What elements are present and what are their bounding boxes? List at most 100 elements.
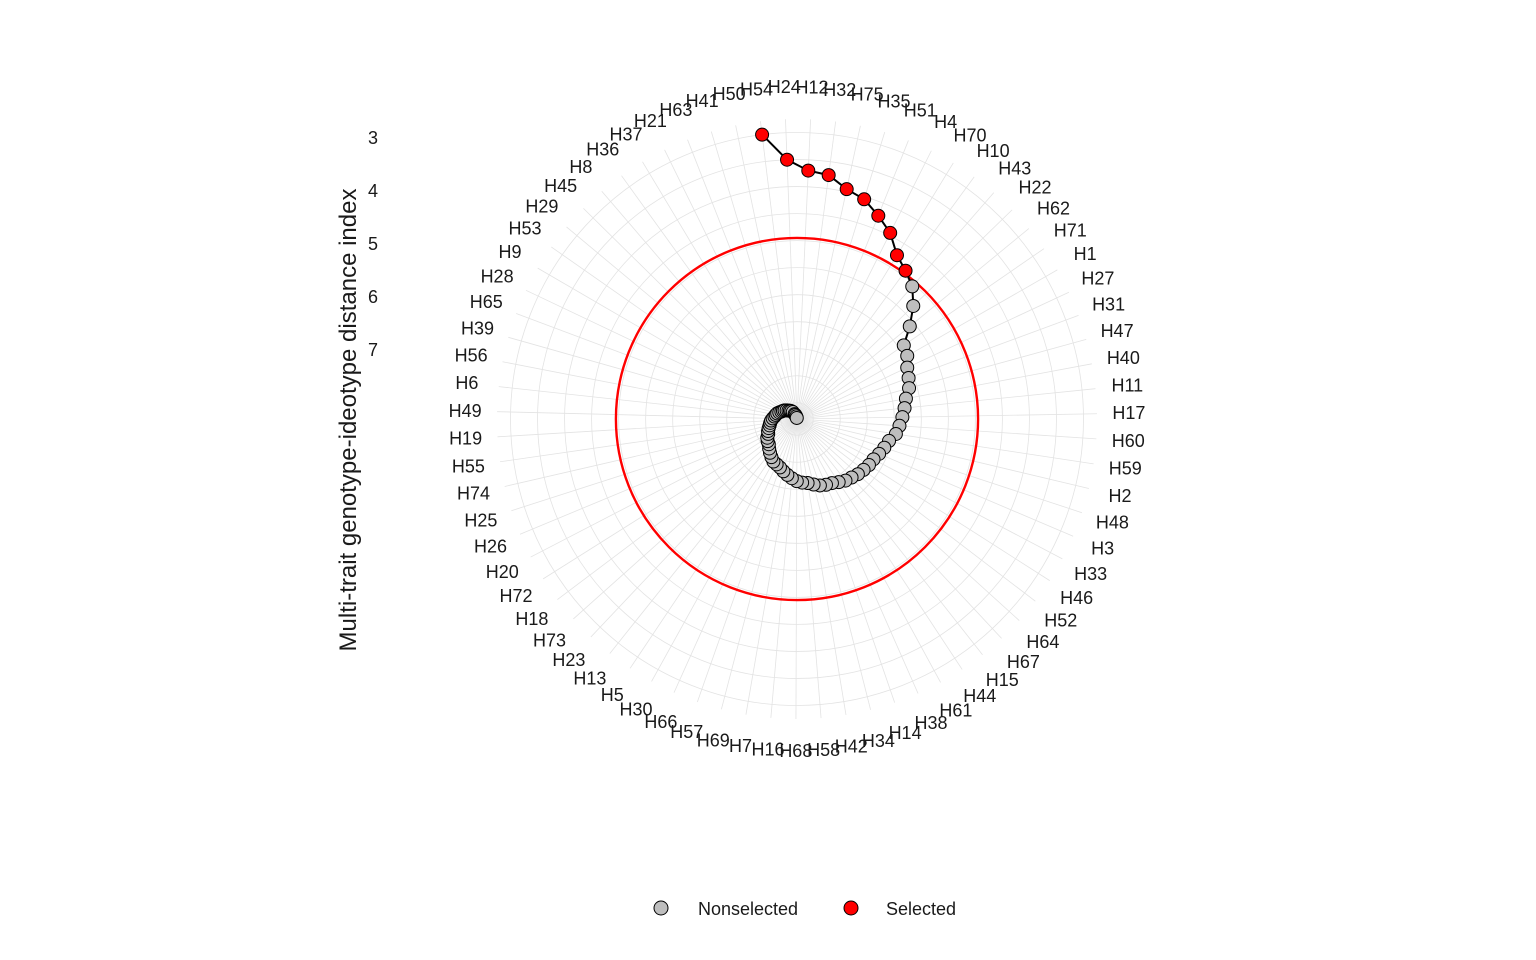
grid-spoke: [642, 161, 798, 420]
genotype-label: H42: [835, 737, 868, 757]
genotype-label: H24: [768, 77, 801, 97]
grid-spoke: [796, 418, 941, 683]
genotype-label: H55: [452, 456, 485, 476]
grid-spoke: [796, 176, 975, 420]
genotype-label: H44: [963, 686, 996, 706]
genotype-label: H29: [525, 196, 558, 216]
legend: Nonselected Selected: [653, 899, 956, 919]
genotype-label: H7: [729, 736, 752, 756]
genotype-label: H46: [1060, 588, 1093, 608]
radius-tick-label: 4: [368, 181, 378, 201]
genotype-label: H33: [1074, 564, 1107, 584]
radius-tick-label: 6: [368, 287, 378, 307]
grid-spoke: [796, 418, 1097, 440]
genotype-label: H75: [851, 84, 884, 104]
genotype-label: H43: [998, 158, 1031, 178]
grid-spoke: [785, 119, 798, 420]
genotype-label: H74: [457, 484, 490, 504]
genotype-label: H16: [752, 740, 785, 760]
polar-grid: [497, 119, 1097, 719]
grid-spoke: [796, 315, 1079, 420]
genotype-label: H56: [455, 346, 488, 366]
grid-spoke: [537, 267, 798, 420]
radius-tick-label: 3: [368, 128, 378, 148]
grid-ring: [618, 240, 976, 598]
genotype-label: H5: [601, 685, 624, 705]
grid-spoke: [735, 125, 798, 420]
grid-spoke: [796, 248, 1045, 420]
grid-spoke: [796, 418, 1074, 537]
grid-spoke: [664, 149, 798, 420]
grid-spoke: [687, 139, 798, 420]
grid-spoke: [796, 269, 1058, 420]
genotype-label: H22: [1018, 178, 1051, 198]
grid-spoke: [796, 418, 919, 694]
grid-spoke: [796, 418, 1063, 560]
grid-spoke: [511, 418, 798, 512]
genotype-label: H13: [573, 668, 606, 688]
grid-spoke: [796, 418, 847, 716]
grid-ring: [591, 213, 1003, 625]
genotype-label: H50: [713, 84, 746, 104]
genotype-label: H66: [644, 712, 677, 732]
grid-spoke: [796, 150, 932, 420]
genotype-points: [755, 127, 921, 493]
grid-spoke: [796, 418, 1002, 639]
genotype-label: H57: [670, 722, 703, 742]
genotype-label: H72: [500, 586, 533, 606]
legend-marker-nonselected: [653, 900, 669, 916]
point-selected: [889, 248, 904, 263]
y-axis-label: Multi-trait genotype-ideotype distance i…: [335, 189, 362, 652]
grid-spoke: [760, 121, 798, 420]
grid-ring: [510, 132, 1084, 706]
grid-spoke: [796, 418, 822, 719]
grid-spoke: [796, 162, 954, 420]
genotype-label: H20: [486, 562, 519, 582]
threshold-circle: [614, 236, 980, 602]
point-selected: [780, 152, 795, 167]
grid-spoke: [796, 209, 1013, 420]
genotype-label: H11: [1111, 375, 1143, 395]
genotype-label: H65: [470, 292, 503, 312]
genotype-labels: H54H24H12H32H75H35H51H4H70H10H43H22H62H7…: [449, 77, 1146, 761]
point-nonselected: [905, 279, 920, 294]
grid-spoke: [796, 291, 1070, 420]
grid-spoke: [551, 246, 798, 420]
grid-spoke: [621, 175, 798, 420]
grid-spoke: [542, 418, 798, 580]
genotype-label: H37: [609, 124, 642, 144]
grid-spoke: [796, 418, 871, 710]
grid-spoke: [796, 363, 1092, 420]
point-nonselected: [900, 348, 915, 363]
point-selected: [801, 163, 816, 178]
genotype-label: H30: [620, 699, 653, 719]
genotype-label: H34: [862, 731, 895, 751]
grid-spoke: [601, 190, 798, 420]
grid-spoke: [796, 131, 886, 420]
grid-spoke: [796, 125, 861, 420]
point-selected: [821, 168, 836, 183]
genotype-label: H63: [659, 100, 692, 120]
grid-spoke: [795, 418, 798, 719]
genotype-label: H1: [1074, 244, 1097, 264]
genotype-label: H2: [1108, 486, 1131, 506]
legend-marker-selected: [843, 900, 859, 916]
point-selected: [857, 192, 872, 207]
grid-spoke: [796, 140, 909, 420]
genotype-label: H27: [1081, 269, 1114, 289]
grid-spoke: [573, 418, 798, 620]
genotype-label: H31: [1092, 294, 1125, 314]
grid-spoke: [497, 411, 798, 420]
grid-spoke: [557, 418, 798, 600]
genotype-label: H15: [986, 670, 1019, 690]
grid-ring: [537, 159, 1057, 679]
grid-spoke: [796, 418, 1050, 581]
grid-ring: [564, 186, 1030, 652]
radius-tick-label: 7: [368, 340, 378, 360]
grid-spoke: [796, 418, 963, 670]
genotype-label: H47: [1101, 321, 1134, 341]
grid-spoke: [504, 418, 798, 487]
genotype-label: H67: [1007, 652, 1040, 672]
genotype-label: H6: [455, 373, 478, 393]
